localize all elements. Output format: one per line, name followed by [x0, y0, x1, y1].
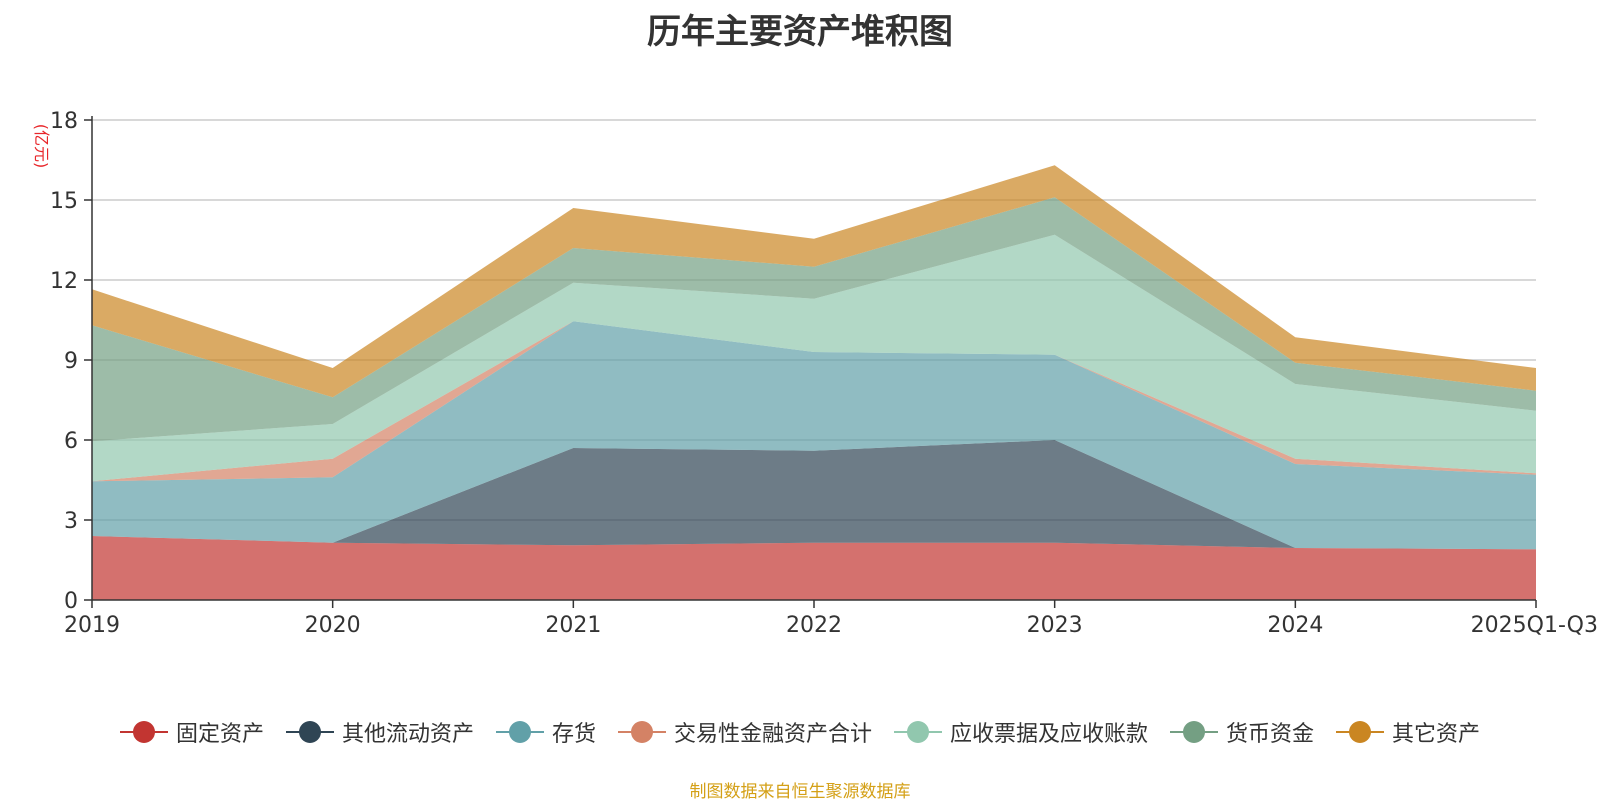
area-其他流动资产	[92, 440, 1536, 550]
area-货币资金	[92, 197, 1536, 442]
y-tick-label: 12	[50, 269, 78, 294]
legend-item[interactable]: 交易性金融资产合计	[617, 716, 872, 748]
x-tick-label: 2021	[545, 613, 601, 638]
legend-label: 其它资产	[1392, 722, 1481, 747]
y-tick-label: 6	[64, 429, 78, 454]
legend-marker	[495, 720, 544, 744]
legend-item[interactable]: 其它资产	[1336, 716, 1480, 748]
y-tick-label: 0	[64, 589, 78, 614]
x-tick-label: 2019	[64, 613, 120, 638]
legend-item[interactable]: 应收票据及应收账款	[894, 716, 1148, 748]
area-存货	[92, 321, 1536, 550]
x-tick-label: 2025Q1-Q3	[1471, 613, 1598, 638]
tick-labels: 0 3 6 9 12 15 18 2019 2020 2021 2022 2023 2024 2025Q1…	[32, 109, 1598, 638]
area-应收票据及应收账款	[92, 234, 1536, 482]
y-tick-label: 3	[64, 509, 78, 534]
source-note: 制图数据来自恒生聚源数据库	[689, 782, 911, 802]
legend-label: 固定资产	[175, 722, 264, 747]
x-tick-label: 2023	[1027, 613, 1083, 638]
legend-marker	[119, 720, 168, 744]
chart-title: 历年主要资产堆积图	[647, 12, 953, 52]
legend-marker	[894, 720, 942, 744]
x-tick-label: 2024	[1267, 613, 1323, 638]
legend-label: 其他流动资产	[341, 722, 474, 747]
legend-item[interactable]: 存货	[495, 716, 596, 748]
legend-item[interactable]: 固定资产	[119, 716, 264, 748]
area-交易性金融资产合计	[92, 321, 1536, 482]
area-series	[92, 165, 1536, 600]
x-tick-label: 2022	[786, 613, 842, 638]
area-固定资产	[92, 536, 1536, 600]
stacked-area-chart: 0 3 6 9 12 15 18 2019 2020 2021 2022 2023 2024 2025Q1…	[32, 109, 1598, 638]
legend-marker	[617, 720, 666, 744]
legend-label: 存货	[551, 722, 596, 747]
legend: 固定资产 其他流动资产 存货 交易性金融资产合计 应收票据及应收账款 货币资金 其它资产	[0, 716, 1600, 748]
legend-label: 应收票据及应收账款	[950, 722, 1149, 747]
legend-marker	[1170, 720, 1219, 744]
y-tick-label: 18	[50, 109, 78, 134]
legend-item[interactable]: 货币资金	[1170, 716, 1314, 748]
legend-label: 交易性金融资产合计	[673, 722, 872, 747]
y-tick-label: 9	[64, 349, 78, 374]
legend-marker	[285, 720, 334, 744]
legend-marker	[1336, 720, 1385, 744]
x-tick-label: 2020	[305, 613, 361, 638]
y-tick-label: 15	[50, 189, 78, 214]
legend-item[interactable]: 其他流动资产	[285, 716, 474, 748]
axes	[84, 116, 1537, 608]
y-unit-label: (亿元)	[32, 124, 51, 169]
legend-label: 货币资金	[1226, 722, 1315, 747]
